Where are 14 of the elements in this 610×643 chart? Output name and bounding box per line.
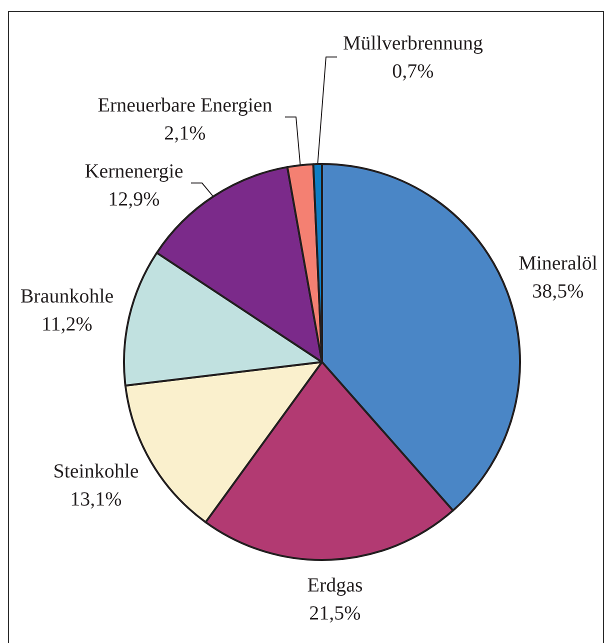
data-label: 0,7% — [392, 60, 434, 82]
slice-label: Steinkohle — [53, 460, 139, 482]
slice-label: Kernenergie — [84, 160, 184, 182]
slice-label: Erneuerbare Energien — [98, 94, 272, 116]
slice-label: Braunkohle — [20, 285, 114, 308]
data-label: 21,5% — [309, 602, 361, 624]
data-label: 13,1% — [70, 488, 122, 510]
slice-label: Müllverbrennung — [343, 32, 483, 54]
data-label: 11,2% — [42, 313, 92, 336]
data-label: 38,5% — [532, 280, 584, 302]
slice-label: Erdgas — [307, 574, 363, 596]
data-label: 12,9% — [108, 188, 160, 210]
slice-label: Mineralöl — [518, 252, 598, 274]
data-label: 2,1% — [164, 122, 206, 144]
